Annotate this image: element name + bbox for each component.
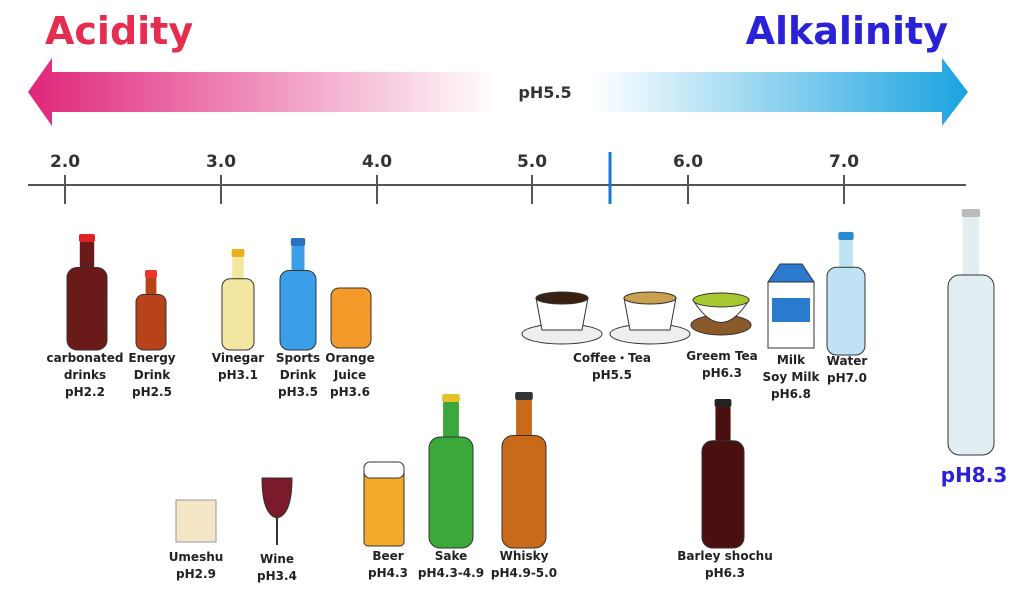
icon <box>221 278 255 351</box>
item-name: Whisky <box>500 549 549 563</box>
item-name: Vinegar <box>212 351 265 365</box>
axis-tick-label: 7.0 <box>829 152 859 172</box>
icon <box>826 266 866 356</box>
icon <box>962 215 980 287</box>
item-name: Umeshu <box>169 550 224 564</box>
icon <box>261 477 293 519</box>
icon <box>515 392 533 400</box>
item-ph: pH6.3 <box>705 566 745 580</box>
icon <box>363 461 405 479</box>
item-ph: pH5.5 <box>592 368 632 382</box>
arrow-center-label: pH5.5 <box>518 83 571 102</box>
icon <box>232 255 244 284</box>
item-name: Barley shochu <box>677 549 773 563</box>
icon <box>947 274 995 456</box>
icon <box>79 234 95 242</box>
axis-tick-label: 2.0 <box>50 152 80 172</box>
icon <box>175 499 217 543</box>
icon <box>443 400 459 445</box>
icon <box>535 291 589 305</box>
item-ph: pH3.6 <box>330 385 370 399</box>
axis-tick-label: 6.0 <box>673 152 703 172</box>
acidity-title: Acidity <box>45 9 193 53</box>
item-name: Wine <box>260 552 294 566</box>
icon <box>135 294 167 351</box>
icon <box>961 209 981 217</box>
item-name: Sake <box>435 549 468 563</box>
axis-tick-label: 4.0 <box>362 152 392 172</box>
item-name: Juice <box>333 368 366 382</box>
icon <box>363 469 405 547</box>
alkalinity-title: Alkalinity <box>746 9 949 53</box>
item-name: Orange <box>325 351 375 365</box>
item-ph: pH4.3 <box>368 566 408 580</box>
icon <box>772 298 810 322</box>
item-ph: pH4.9-5.0 <box>491 566 557 580</box>
icon <box>330 287 372 349</box>
icon <box>516 398 532 443</box>
item-ph: pH6.8 <box>771 387 811 401</box>
item-ph: pH3.4 <box>257 569 297 583</box>
icon <box>291 244 305 276</box>
axis-tick-label: 5.0 <box>517 152 547 172</box>
item-name: Beer <box>372 549 403 563</box>
icon <box>701 440 745 549</box>
item-name: Drink <box>280 368 318 382</box>
item-ph: pH3.1 <box>218 368 258 382</box>
item-name: Milk <box>777 353 806 367</box>
item-name: Greem Tea <box>686 349 758 363</box>
item-ph: pH3.5 <box>278 385 318 399</box>
item-ph: pH8.3 <box>941 463 1007 487</box>
icon <box>839 238 853 274</box>
icon <box>145 270 157 278</box>
item-name: carbonated <box>46 351 123 365</box>
icon <box>66 267 108 351</box>
icon <box>501 435 547 549</box>
item-name: Sports <box>276 351 320 365</box>
icon <box>715 405 731 448</box>
item-ph: pH2.9 <box>176 567 216 581</box>
icon <box>290 238 306 246</box>
item-ph: pH4.3-4.9 <box>418 566 484 580</box>
item-name: Coffee・Tea <box>573 351 651 365</box>
item-ph: pH2.2 <box>65 385 105 399</box>
icon <box>428 436 474 549</box>
icon <box>838 232 854 240</box>
item-name: Soy Milk <box>762 370 820 384</box>
axis-tick-label: 3.0 <box>206 152 236 172</box>
icon <box>442 394 460 402</box>
icon <box>79 240 95 273</box>
item-name: drinks <box>64 368 106 382</box>
icon <box>714 399 732 407</box>
item-name: Energy <box>128 351 175 365</box>
icon <box>279 270 317 351</box>
icon <box>767 263 815 283</box>
item-ph: pH2.5 <box>132 385 172 399</box>
icon <box>145 276 157 299</box>
item-ph: pH6.3 <box>702 366 742 380</box>
item-name: Water <box>827 354 868 368</box>
icon <box>231 249 245 257</box>
icon <box>623 291 677 305</box>
icon <box>692 292 750 308</box>
item-name: Drink <box>134 368 172 382</box>
ph-arrow <box>28 58 968 126</box>
item-ph: pH7.0 <box>827 371 867 385</box>
